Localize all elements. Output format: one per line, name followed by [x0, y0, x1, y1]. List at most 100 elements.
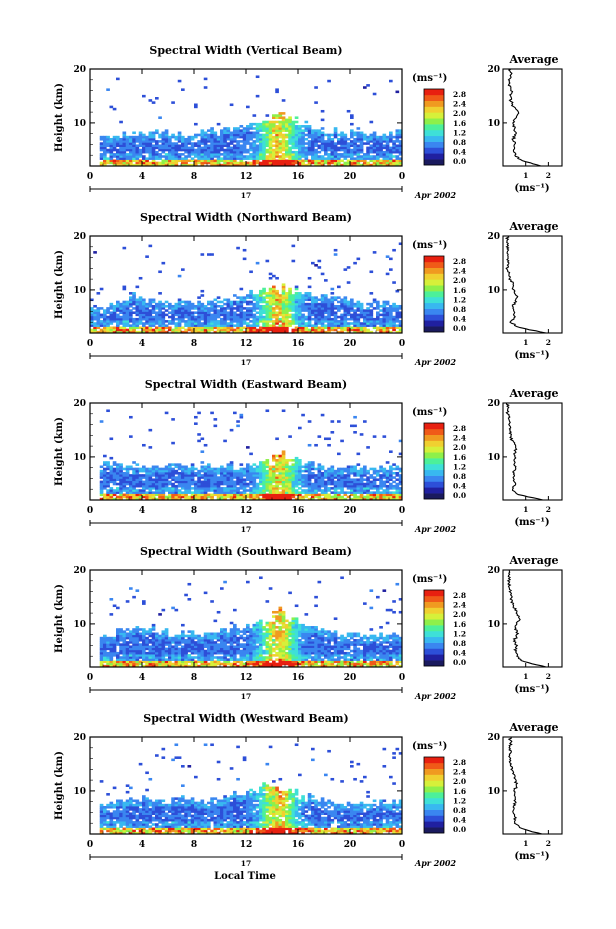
- heatmap-cell: [249, 131, 253, 135]
- heatmap-cell: [129, 304, 133, 308]
- heatmap-cell: [145, 484, 149, 488]
- heatmap-cell: [213, 484, 218, 488]
- heatmap-cell: [379, 476, 383, 479]
- heatmap-cell: [155, 161, 159, 165]
- heatmap-cell: [106, 159, 110, 163]
- heatmap-cell: [129, 482, 133, 486]
- heatmap-cell: [132, 649, 136, 653]
- heatmap-cell: [194, 415, 198, 419]
- heatmap-cell: [275, 133, 279, 137]
- heatmap-cell: [181, 478, 185, 481]
- heatmap-cell: [291, 478, 296, 481]
- heatmap-cell: [122, 148, 127, 152]
- heatmap-cell: [281, 309, 286, 312]
- heatmap-cell: [168, 307, 172, 310]
- heatmap-cell: [298, 482, 302, 486]
- heatmap-cell: [184, 300, 188, 304]
- heatmap-cell: [242, 487, 247, 490]
- heatmap-cell: [242, 326, 247, 330]
- heatmap-cell: [389, 140, 393, 143]
- heatmap-cell: [103, 157, 107, 160]
- heatmap-cell: [158, 658, 162, 661]
- heatmap-cell: [389, 497, 393, 501]
- heatmap-cell: [190, 645, 195, 648]
- heatmap-cell: [236, 474, 240, 477]
- heatmap-cell: [119, 159, 123, 163]
- heatmap-cell: [317, 467, 322, 471]
- heatmap-cell: [109, 660, 114, 664]
- heatmap-cell: [171, 641, 175, 644]
- heatmap-cell: [272, 161, 276, 165]
- heatmap-cell: [346, 155, 351, 158]
- heatmap-cell: [291, 480, 296, 484]
- heatmap-cell: [236, 326, 240, 330]
- heatmap-cell: [333, 317, 338, 321]
- heatmap-cell: [155, 153, 159, 156]
- heatmap-cell: [155, 480, 159, 484]
- heatmap-cell: [164, 146, 169, 150]
- heatmap-cell: [346, 469, 351, 473]
- heatmap-cell: [187, 135, 192, 139]
- heatmap-cell: [132, 153, 136, 156]
- heatmap-cell: [242, 248, 247, 252]
- heatmap-cell: [229, 315, 234, 319]
- heatmap-cell: [207, 159, 211, 163]
- heatmap-cell: [307, 476, 312, 479]
- colorbar-segment: [424, 261, 444, 268]
- heatmap-cell: [333, 155, 338, 158]
- heatmap-cell: [268, 495, 273, 499]
- heatmap-cell: [369, 133, 374, 137]
- heatmap-cell: [197, 482, 201, 486]
- heatmap-cell: [255, 125, 260, 128]
- heatmap-cell: [229, 155, 234, 158]
- heatmap-cell: [314, 478, 318, 481]
- heatmap-cell: [314, 129, 318, 132]
- heatmap-cell: [177, 497, 182, 501]
- heatmap-cell: [161, 140, 166, 143]
- heatmap-cell: [398, 469, 403, 473]
- heatmap-cell: [233, 320, 237, 323]
- heatmap-cell: [385, 313, 390, 317]
- heatmap-cell: [281, 456, 286, 460]
- heatmap-cell: [174, 307, 179, 310]
- heatmap-cell: [239, 163, 244, 167]
- heatmap-cell: [184, 161, 188, 165]
- heatmap-cell: [132, 131, 136, 135]
- heatmap-cell: [301, 484, 305, 488]
- heatmap-cell: [327, 443, 331, 447]
- heatmap-cell: [307, 324, 312, 327]
- heatmap-cell: [106, 463, 110, 466]
- heatmap-cell: [116, 326, 120, 330]
- heatmap-cell: [181, 636, 185, 640]
- heatmap-cell: [363, 324, 367, 327]
- heatmap-cell: [249, 328, 253, 332]
- heatmap-cell: [298, 155, 302, 158]
- heatmap-cell: [171, 441, 175, 445]
- heatmap-cell: [187, 643, 192, 646]
- heatmap-cell: [155, 647, 159, 651]
- x-tick-label: 0: [399, 506, 405, 516]
- heatmap-cell: [138, 304, 143, 308]
- heatmap-cell: [252, 328, 257, 332]
- heatmap-cell: [236, 476, 240, 479]
- heatmap-cell: [229, 476, 234, 479]
- heatmap-cell: [171, 484, 175, 488]
- heatmap-cell: [301, 159, 305, 163]
- heatmap-cell: [161, 469, 166, 473]
- heatmap-cell: [207, 150, 211, 154]
- heatmap-cell: [356, 313, 361, 317]
- heatmap-cell: [223, 144, 227, 147]
- heatmap-cell: [236, 309, 240, 312]
- heatmap-cell: [216, 159, 221, 163]
- heatmap-cell: [398, 159, 403, 163]
- heatmap-cell: [168, 328, 172, 332]
- heatmap-cell: [138, 307, 143, 310]
- heatmap-cell: [246, 150, 250, 154]
- heatmap-cell: [197, 146, 201, 150]
- heatmap-cell: [278, 298, 283, 302]
- heatmap-cell: [151, 491, 156, 494]
- heatmap-cell: [116, 307, 120, 310]
- heatmap-cell: [252, 313, 257, 317]
- heatmap-cell: [233, 489, 237, 492]
- heatmap-cell: [317, 304, 322, 308]
